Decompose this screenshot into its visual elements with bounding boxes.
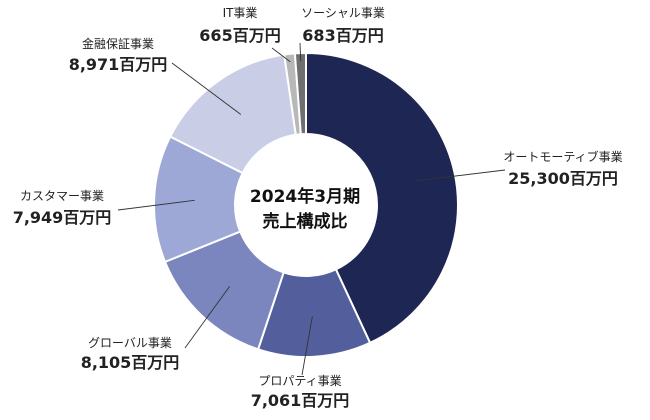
leader-line-3 (117, 199, 195, 211)
leader-line-5 (271, 47, 291, 63)
donut-slices (153, 51, 459, 358)
slice-4 (168, 53, 297, 175)
leader-line-1 (301, 316, 313, 376)
segment-value-0: 25,300百万円 (508, 169, 618, 188)
segment-value-4: 8,971百万円 (69, 55, 168, 74)
segment-value-2: 8,105百万円 (81, 353, 180, 372)
leader-line-2 (184, 286, 231, 349)
leader-line-6 (299, 42, 302, 62)
segment-value-5: 665百万円 (199, 26, 280, 45)
segment-name-6: ソーシャル事業 (301, 6, 385, 20)
center-title: 2024年3月期 売上構成比 (250, 186, 360, 232)
segment-name-3: カスタマー事業 (20, 189, 104, 203)
center-title-line-2: 売上構成比 (263, 211, 348, 232)
segment-value-3: 7,949百万円 (13, 208, 112, 227)
slice-6 (293, 51, 307, 136)
segment-name-2: グローバル事業 (88, 336, 172, 350)
segment-value-6: 683百万円 (302, 26, 383, 45)
center-title-line-1: 2024年3月期 (250, 186, 360, 207)
segment-name-5: IT事業 (223, 6, 258, 20)
segment-name-1: プロパティ事業 (258, 374, 341, 388)
segment-name-4: 金融保証事業 (82, 36, 154, 51)
slice-0 (305, 51, 459, 345)
segment-name-0: オートモーティブ事業 (503, 149, 622, 164)
segment-value-1: 7,061百万円 (251, 391, 350, 410)
leader-lines (117, 42, 506, 376)
leader-line-0 (414, 169, 506, 182)
leader-line-4 (171, 62, 242, 115)
